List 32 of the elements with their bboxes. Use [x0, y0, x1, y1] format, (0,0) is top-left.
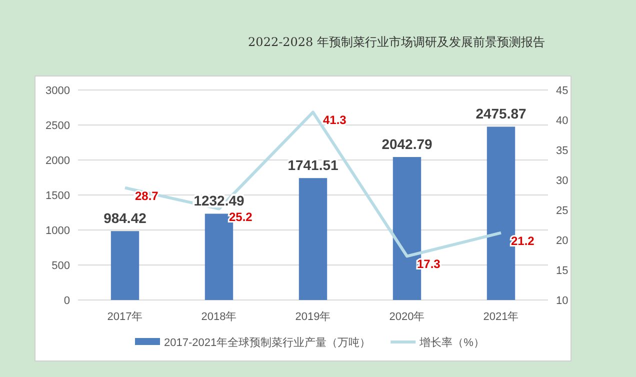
data-label: 28.7 — [135, 188, 159, 203]
y2-tick-label: 40 — [556, 115, 568, 127]
y2-tick-label: 45 — [556, 85, 568, 97]
y-tick-label: 1000 — [46, 225, 70, 237]
legend-label: 增长率（%） — [418, 336, 484, 349]
chart-title: 2022-2028 年预制菜行业市场调研及发展前景预测报告 — [248, 35, 545, 49]
y2-tick-label: 10 — [556, 295, 568, 307]
x-tick-label: 2017年 — [107, 311, 143, 323]
data-label: 2475.87 — [476, 106, 527, 122]
x-tick-label: 2019年 — [295, 311, 331, 323]
y2-tick-label: 15 — [556, 265, 568, 277]
y2-tick-label: 25 — [556, 205, 568, 217]
x-tick-label: 2020年 — [389, 311, 425, 323]
y-tick-label: 3000 — [46, 85, 70, 97]
y-tick-label: 1500 — [46, 190, 70, 202]
data-label: 1232.49 — [194, 192, 245, 209]
y-tick-label: 0 — [64, 295, 70, 307]
data-label: 2042.79 — [382, 136, 433, 152]
data-label: 1741.51 — [288, 157, 339, 174]
y-tick-label: 2000 — [46, 155, 70, 167]
y2-tick-label: 35 — [556, 145, 568, 157]
y-tick-label: 2500 — [46, 120, 70, 132]
x-tick-label: 2018年 — [201, 311, 237, 323]
data-label: 984.42 — [104, 210, 147, 226]
y2-tick-label: 30 — [556, 175, 568, 187]
y2-tick-label: 20 — [556, 235, 568, 247]
x-tick-label: 2021年 — [483, 311, 519, 323]
legend-label: 2017-2021年全球预制菜行业产量（万吨） — [164, 336, 371, 349]
bar — [298, 178, 328, 300]
y-tick-label: 500 — [52, 260, 70, 272]
bar — [110, 231, 140, 300]
data-label: 41.3 — [323, 113, 347, 128]
